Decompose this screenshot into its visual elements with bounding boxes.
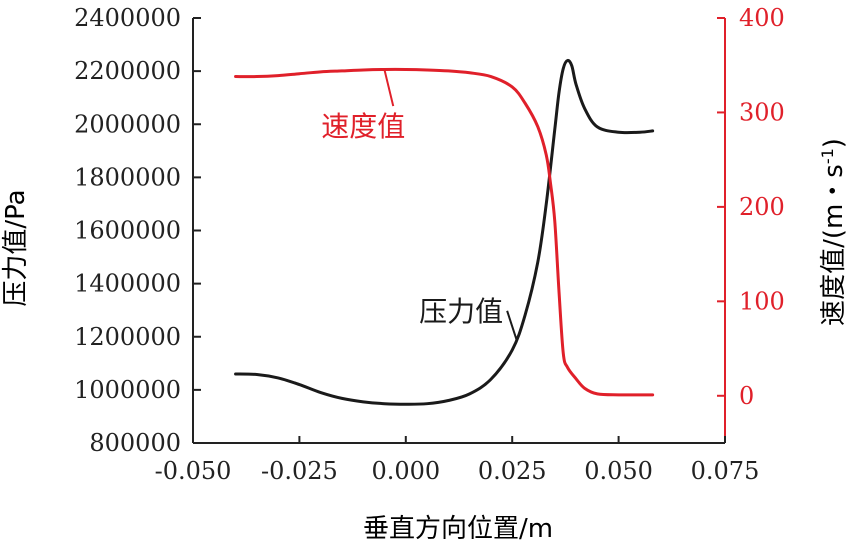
pressure-annotation-leader [506,310,518,340]
right-y-tick-label: 0 [739,382,754,410]
x-tick-label: 0.025 [478,457,547,485]
left-y-tick-label: 800000 [89,429,181,457]
right-y-tick-label: 200 [739,193,785,221]
right-y-axis-ticks: 0 100 200 300 400 [717,4,785,410]
x-tick-label: 0.075 [691,457,760,485]
right-y-tick-label: 400 [739,4,785,32]
series-lines [234,58,655,406]
right-y-axis-label-close: ) [819,138,849,148]
velocity-annotation-leader [383,69,395,107]
left-y-tick-label: 1000000 [74,376,181,404]
x-tick-label: -0.025 [261,457,338,485]
x-axis-ticks: -0.050 -0.025 0.000 0.025 0.050 0.075 [155,436,760,485]
velocity-series-line [234,67,655,397]
x-tick-label: 0.000 [371,457,440,485]
x-tick-label: 0.050 [584,457,653,485]
left-y-tick-label: 1600000 [74,217,181,245]
left-y-tick-label: 2000000 [74,110,181,138]
x-tick-label: -0.050 [155,457,232,485]
pressure-series-line [234,58,655,406]
right-y-tick-label: 100 [739,287,785,315]
left-y-tick-label: 2400000 [74,4,181,32]
left-y-tick-label: 1400000 [74,270,181,298]
velocity-annotation-label: 速度值 [321,110,405,143]
left-y-tick-label: 1200000 [74,323,181,351]
right-y-axis-label-main: 速度值/(m・s [819,164,849,326]
left-y-tick-label: 1800000 [74,163,181,191]
plot-frame [192,18,726,444]
left-y-axis-label: 压力值/Pa [1,189,31,306]
right-y-axis-label-superscript: -1 [818,148,837,164]
left-y-tick-label: 2200000 [74,57,181,85]
left-y-axis-ticks: 800000 1000000 1200000 1400000 1600000 180000… [74,4,201,457]
right-y-tick-label: 300 [739,98,785,126]
x-axis-label: 垂直方向位置/m [363,514,553,544]
pressure-annotation-label: 压力值 [419,295,503,328]
right-y-axis-label: 速度值/(m・s-1) [818,138,849,326]
